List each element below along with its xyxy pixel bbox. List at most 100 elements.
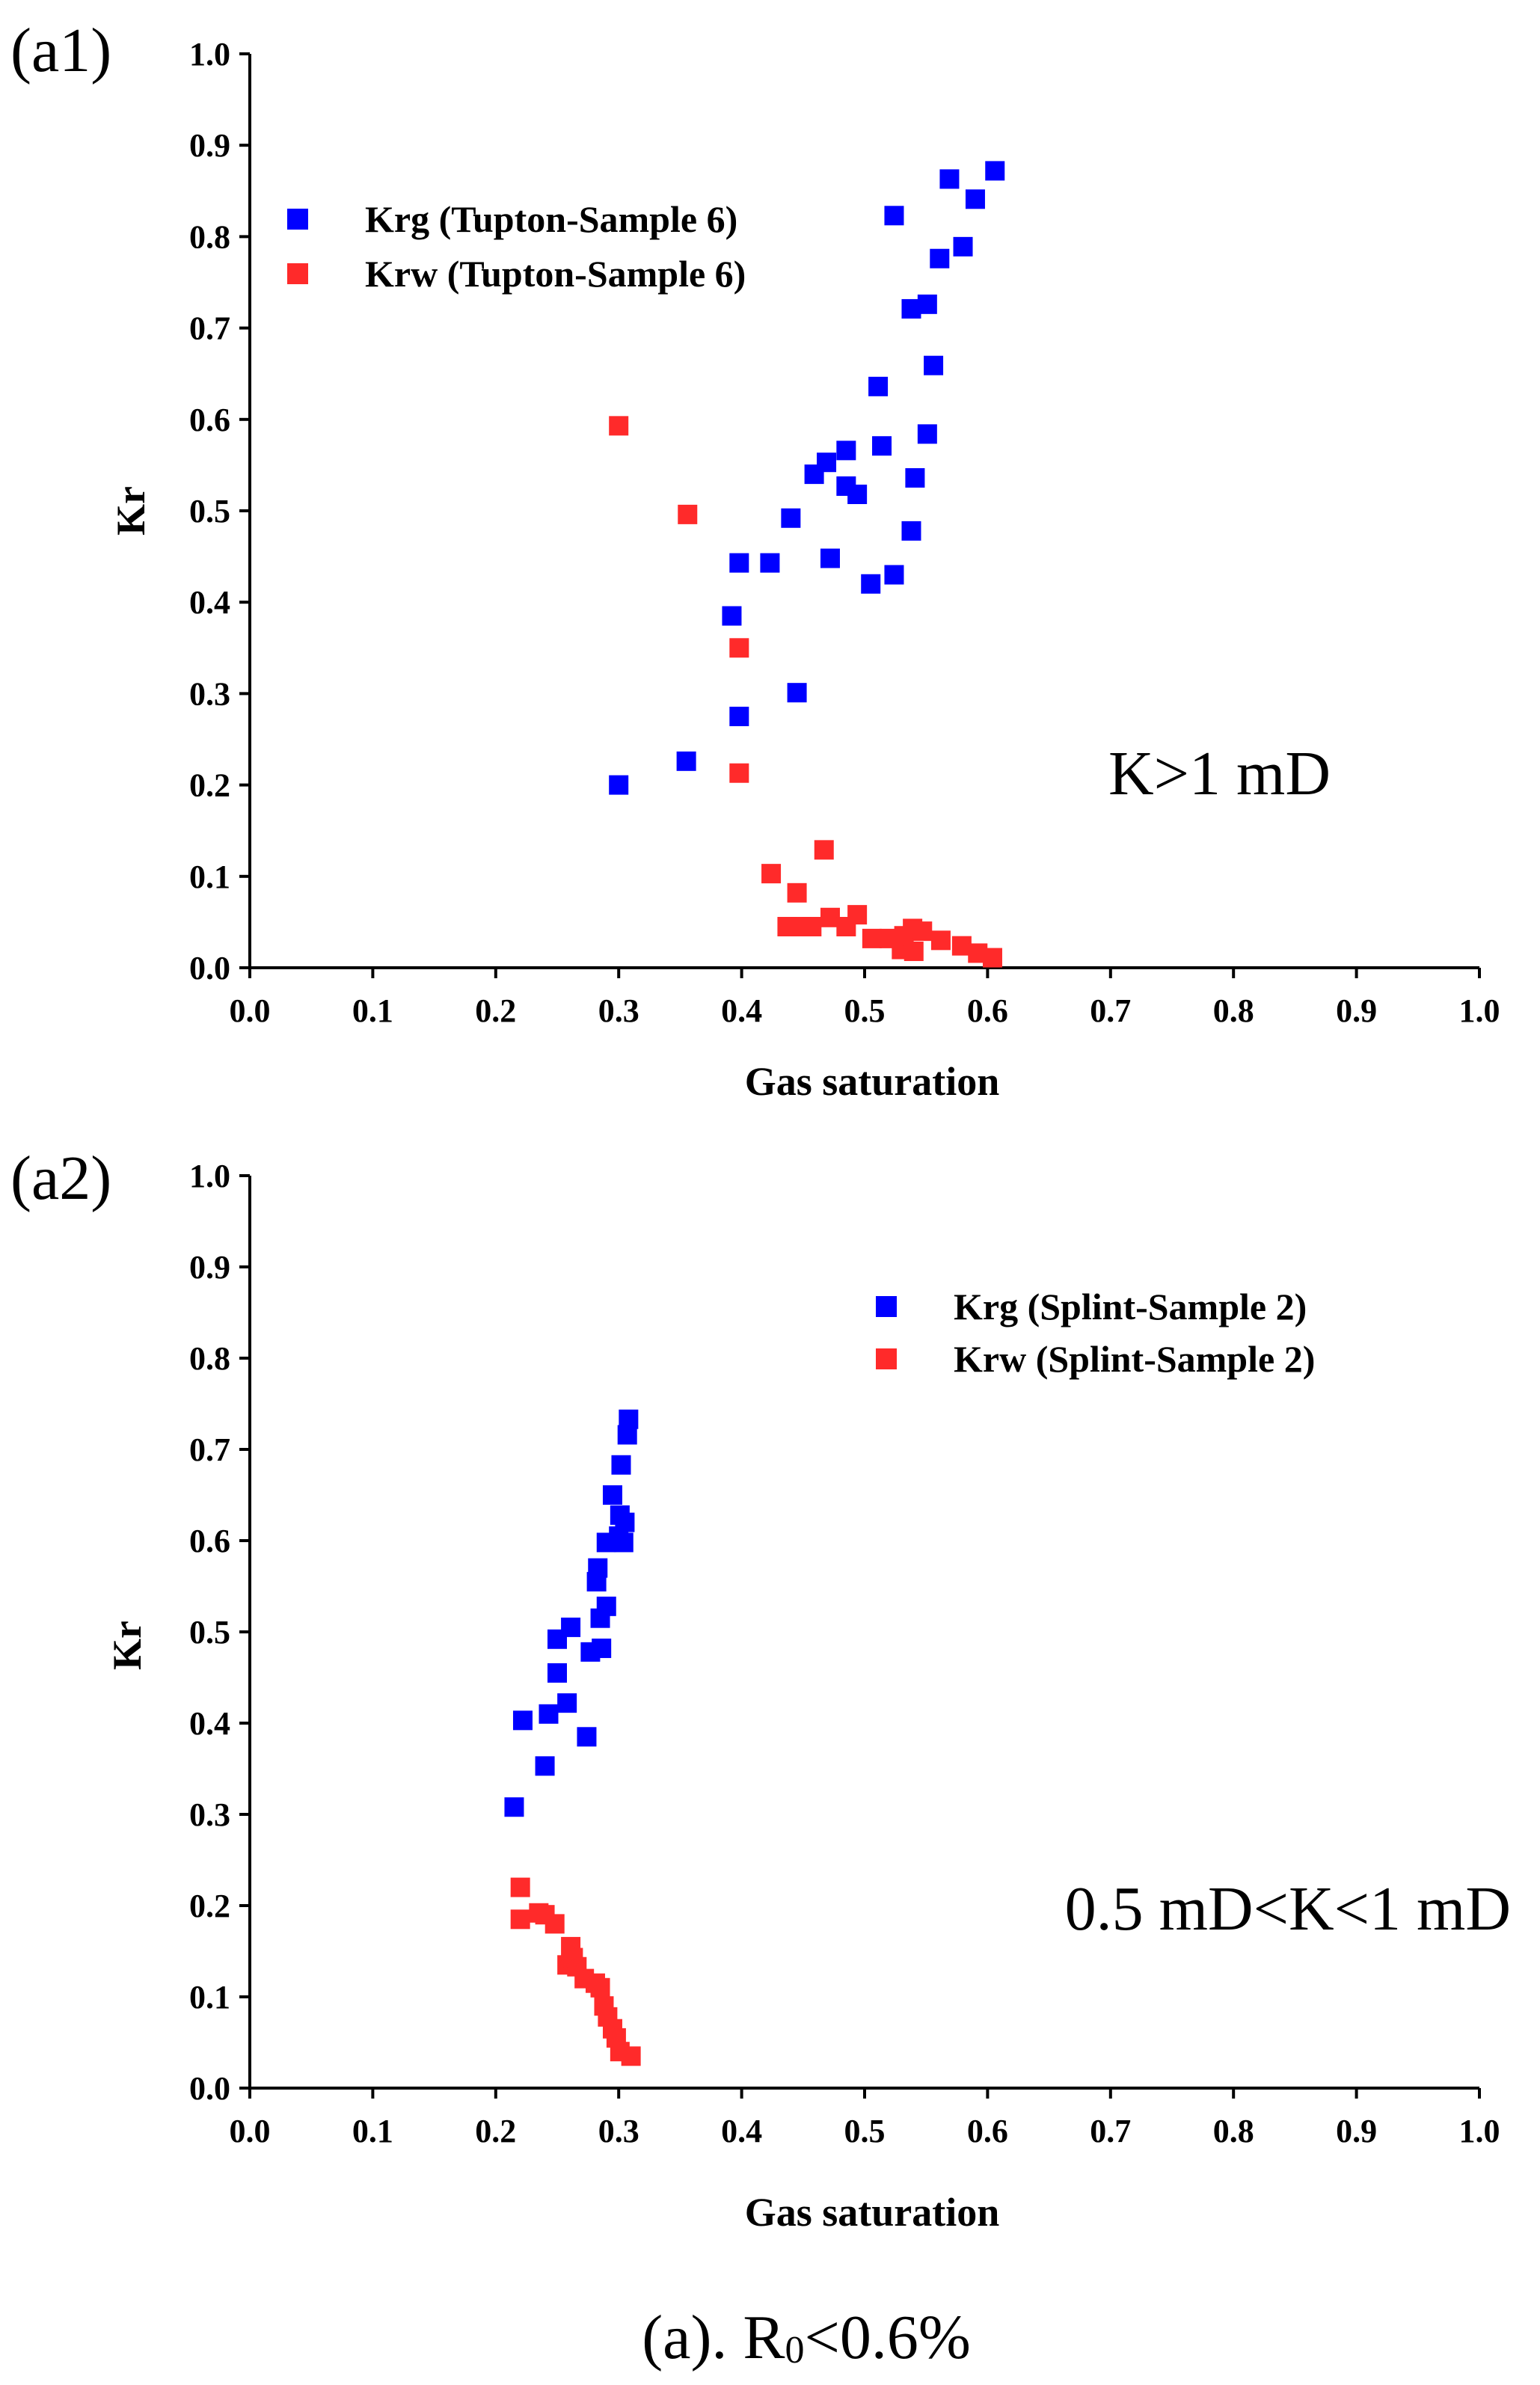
x-tick-label: 0.7 <box>1090 2113 1131 2149</box>
figure-caption: (a). R0<0.6% <box>642 2303 971 2372</box>
data-point-krg <box>965 189 985 209</box>
y-tick-label: 0.3 <box>189 1796 230 1833</box>
data-point-krw <box>904 942 924 962</box>
caption-subscript: 0 <box>785 2329 804 2372</box>
y-tick-label: 0.5 <box>189 1614 230 1651</box>
x-tick-label: 0.9 <box>1336 992 1377 1029</box>
data-point-krw <box>729 763 749 783</box>
data-point-krw <box>544 1914 565 1934</box>
x-tick-label: 0.5 <box>844 992 886 1029</box>
data-point-krg <box>557 1693 577 1713</box>
data-point-krg <box>539 1704 559 1724</box>
data-point-krg <box>820 548 840 568</box>
chart-panel-a2: (a2) 0.0 0.1 0.2 0.3 0.4 0.5 0.6 0.7 0.8 0.9 1.0 0… <box>10 1144 1511 2235</box>
x-tick-label: 0.7 <box>1090 992 1131 1029</box>
data-point-krg <box>504 1797 524 1817</box>
x-tick-label: 0.1 <box>352 2113 393 2149</box>
data-point-krg <box>729 706 749 726</box>
data-point-krg <box>939 169 960 189</box>
y-tick-label: 0.6 <box>189 402 230 438</box>
data-point-krg <box>512 1710 533 1731</box>
y-axis-ticks: 0.0 0.1 0.2 0.3 0.4 0.5 0.6 0.7 0.8 0.9 1.0 <box>189 1158 250 2107</box>
data-point-krg <box>901 521 921 541</box>
data-point-krw <box>678 504 698 524</box>
y-tick-label: 0.5 <box>189 493 230 530</box>
data-point-krg <box>930 248 950 268</box>
data-point-krg <box>596 1596 616 1616</box>
x-tick-label: 0.8 <box>1213 2113 1254 2149</box>
x-tick-label: 0.2 <box>475 992 516 1029</box>
data-point-krg <box>561 1617 581 1637</box>
legend-marker-krg <box>876 1296 897 1317</box>
y-tick-label: 0.1 <box>189 859 230 895</box>
data-point-krw <box>590 1977 610 1998</box>
y-tick-label: 0.2 <box>189 1888 230 1924</box>
data-point-krg <box>781 508 801 528</box>
data-point-krg <box>905 468 925 488</box>
chart-panel-a1: (a1) 0.0 0.1 0.2 0.3 0.4 0.5 0.6 0.7 0.8 0.9 1.0 0… <box>10 16 1500 1104</box>
y-axis-title: Kr <box>105 1621 150 1670</box>
legend-marker-krw <box>287 263 308 284</box>
x-tick-label: 0.0 <box>230 992 271 1029</box>
data-point-krg <box>924 355 944 375</box>
data-point-krg <box>613 1532 634 1553</box>
y-tick-label: 0.4 <box>189 1705 230 1742</box>
data-point-krg <box>535 1756 555 1776</box>
permeability-annotation: 0.5 mD<K<1 mD <box>1065 1874 1511 1944</box>
permeability-annotation: K>1 mD <box>1108 739 1331 808</box>
data-point-krg <box>917 424 937 444</box>
caption-suffix: <0.6% <box>804 2303 970 2372</box>
x-tick-label: 0.3 <box>598 992 639 1029</box>
legend-marker-krw <box>876 1348 897 1369</box>
data-markers <box>609 161 1005 968</box>
y-tick-label: 0.2 <box>189 767 230 804</box>
data-point-krw <box>761 864 782 884</box>
x-tick-label: 0.4 <box>721 992 762 1029</box>
data-point-krg <box>884 206 904 226</box>
data-point-krg <box>917 294 937 314</box>
data-point-krg <box>760 553 780 573</box>
data-point-krg <box>872 436 892 456</box>
x-tick-label: 0.4 <box>721 2113 762 2149</box>
y-tick-label: 0.4 <box>189 584 230 621</box>
data-point-krw <box>862 928 882 948</box>
data-point-krg <box>611 1455 631 1475</box>
data-point-krg <box>602 1485 622 1505</box>
legend-label-krg: Krg (Splint-Sample 2) <box>954 1286 1307 1327</box>
y-tick-label: 0.9 <box>189 127 230 164</box>
data-point-krg <box>547 1663 567 1683</box>
data-point-krg <box>577 1727 597 1747</box>
y-tick-label: 0.8 <box>189 218 230 255</box>
y-tick-label: 0.0 <box>189 950 230 986</box>
x-tick-label: 0.3 <box>598 2113 639 2149</box>
data-point-krg <box>619 1409 639 1429</box>
data-point-krw <box>847 905 868 925</box>
y-tick-label: 0.3 <box>189 675 230 712</box>
caption-prefix: (a). R <box>642 2303 785 2372</box>
data-point-krw <box>621 2046 641 2066</box>
data-point-krg <box>676 751 696 771</box>
data-point-krw <box>802 917 822 937</box>
data-point-krw <box>787 883 807 903</box>
x-axis-ticks: 0.0 0.1 0.2 0.3 0.4 0.5 0.6 0.7 0.8 0.9 1.0 <box>230 2088 1500 2149</box>
legend-label-krw: Krw (Tupton-Sample 6) <box>365 253 746 295</box>
panel-label: (a2) <box>10 1144 111 1213</box>
legend-marker-krg <box>287 209 308 230</box>
data-point-krw <box>982 948 1002 968</box>
x-axis-ticks: 0.0 0.1 0.2 0.3 0.4 0.5 0.6 0.7 0.8 0.9 1.0 <box>230 968 1500 1029</box>
data-point-krg <box>588 1558 608 1578</box>
legend-label-krg: Krg (Tupton-Sample 6) <box>365 198 737 240</box>
y-tick-label: 1.0 <box>189 36 230 73</box>
data-point-krg <box>615 1512 635 1532</box>
data-point-krg <box>953 236 973 257</box>
axes <box>248 54 1479 969</box>
data-markers <box>504 1409 641 2066</box>
panel-label: (a1) <box>10 16 111 85</box>
data-point-krg <box>592 1638 612 1658</box>
data-point-krg <box>861 574 881 594</box>
x-tick-label: 0.0 <box>230 2113 271 2149</box>
data-point-krw <box>729 638 749 658</box>
data-point-krw <box>609 416 629 436</box>
x-tick-label: 0.2 <box>475 2113 516 2149</box>
